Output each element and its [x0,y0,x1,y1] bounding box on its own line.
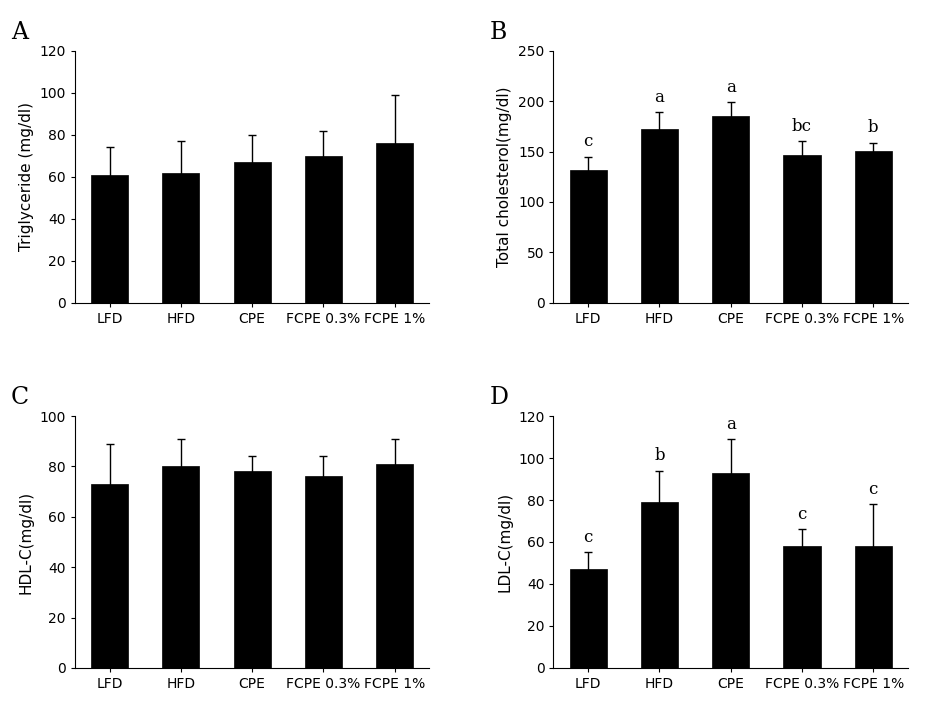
Text: c: c [583,529,592,546]
Text: c: c [797,506,807,523]
Bar [305,476,342,668]
Text: C: C [11,386,29,409]
Text: B: B [490,20,507,44]
Bar [569,569,607,668]
Bar [855,546,892,668]
Text: b: b [868,119,879,136]
Bar [91,175,128,303]
Bar [569,170,607,303]
Bar [855,150,892,303]
Bar [712,473,749,668]
Bar [91,484,128,668]
Bar [783,546,821,668]
Bar [641,129,678,303]
Bar [376,143,414,303]
Bar [234,471,271,668]
Bar [162,173,199,303]
Bar [376,464,414,668]
Text: b: b [654,447,665,465]
Y-axis label: Total cholesterol(mg/dl): Total cholesterol(mg/dl) [497,86,513,267]
Y-axis label: LDL-C(mg/dl): LDL-C(mg/dl) [497,492,513,592]
Bar [305,156,342,303]
Text: D: D [490,386,508,409]
Text: a: a [654,89,665,106]
Bar [783,155,821,303]
Text: bc: bc [792,118,812,135]
Bar [234,162,271,303]
Text: a: a [725,79,736,96]
Text: c: c [869,481,878,498]
Text: a: a [725,416,736,433]
Text: A: A [11,20,28,44]
Bar [162,466,199,668]
Text: c: c [583,134,592,150]
Bar [641,502,678,668]
Bar [712,116,749,303]
Y-axis label: Triglyceride (mg/dl): Triglyceride (mg/dl) [19,102,34,251]
Y-axis label: HDL-C(mg/dl): HDL-C(mg/dl) [19,491,34,594]
